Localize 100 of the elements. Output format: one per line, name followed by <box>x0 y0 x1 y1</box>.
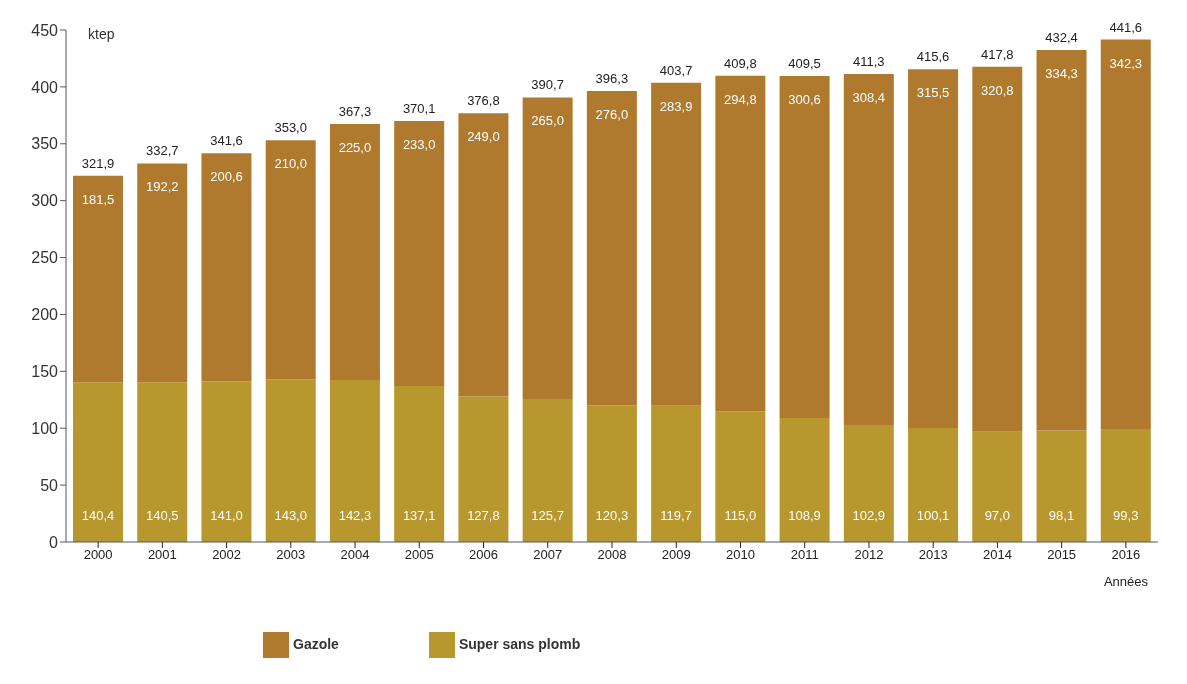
bar <box>908 428 959 542</box>
data-label: 233,0 <box>402 136 436 152</box>
bar <box>586 405 637 542</box>
legend-label: Super sans plomb <box>458 635 581 652</box>
y-axis-title: ktep <box>88 26 115 42</box>
bar <box>394 120 445 387</box>
y-tick-label: 400 <box>31 78 59 96</box>
total-label: 441,6 <box>1109 19 1143 35</box>
data-label: 99,3 <box>1113 508 1139 523</box>
bar <box>522 97 573 399</box>
bar <box>1036 430 1087 542</box>
data-label: 137,1 <box>402 508 436 523</box>
bar <box>715 75 766 412</box>
bar <box>779 76 830 419</box>
x-tick-label: 2010 <box>726 547 755 563</box>
x-tick-label: 2003 <box>276 547 306 563</box>
data-label: 334,3 <box>1045 66 1078 82</box>
data-label: 120,3 <box>595 508 629 523</box>
data-label: 315,5 <box>916 85 950 101</box>
x-tick-label: 2015 <box>1047 547 1077 563</box>
total-label: 332,7 <box>145 143 179 159</box>
bar <box>394 386 445 542</box>
x-tick-label: 2005 <box>404 547 434 563</box>
bar <box>1036 50 1087 431</box>
data-label: 98,1 <box>1048 508 1075 523</box>
bar <box>715 411 766 542</box>
bar <box>522 398 573 542</box>
data-label: 225,0 <box>338 140 372 156</box>
bar <box>137 382 188 542</box>
bar <box>1100 39 1151 430</box>
bar <box>73 175 123 383</box>
x-tick-label: 2004 <box>340 547 370 563</box>
data-label: 119,7 <box>660 508 692 523</box>
y-tick-label: 150 <box>31 363 59 381</box>
bar <box>458 396 509 542</box>
data-label: 181,5 <box>81 191 115 207</box>
data-label: 127,8 <box>467 508 500 523</box>
y-tick-label: 50 <box>40 476 59 494</box>
data-label: 125,7 <box>531 508 564 523</box>
data-label: 115,0 <box>724 508 757 523</box>
x-axis-title: Années <box>1103 574 1148 589</box>
x-tick-label: 2008 <box>597 547 627 563</box>
data-label: 276,0 <box>595 107 629 123</box>
bar <box>458 113 509 397</box>
y-tick-label: 300 <box>31 192 59 210</box>
data-label: 141,0 <box>210 508 243 523</box>
bar <box>586 91 637 406</box>
total-label: 409,5 <box>788 56 821 72</box>
y-tick-label: 100 <box>31 419 59 437</box>
total-label: 432,4 <box>1045 30 1078 46</box>
bar <box>265 140 316 380</box>
x-tick-label: 2001 <box>147 547 177 563</box>
data-label: 308,4 <box>852 90 886 106</box>
data-label: 140,4 <box>81 508 115 523</box>
data-label: 143,0 <box>274 508 307 523</box>
bar <box>651 82 702 406</box>
total-label: 390,7 <box>531 77 564 93</box>
bar <box>972 431 1023 542</box>
total-label: 376,8 <box>467 93 500 109</box>
bar <box>201 153 252 382</box>
total-label: 370,1 <box>402 100 436 116</box>
total-label: 341,6 <box>210 133 243 149</box>
bar <box>843 74 894 425</box>
data-label: 100,1 <box>916 508 950 523</box>
total-label: 367,3 <box>338 104 372 120</box>
x-tick-label: 2009 <box>661 547 691 563</box>
data-label: 283,9 <box>659 98 693 114</box>
bar <box>843 424 894 542</box>
x-tick-label: 2016 <box>1111 547 1141 563</box>
total-label: 321,9 <box>81 155 115 171</box>
total-label: 353,0 <box>274 120 307 136</box>
x-tick-label: 2012 <box>854 547 884 563</box>
data-label: 140,5 <box>145 508 179 523</box>
data-label: 200,6 <box>210 169 243 185</box>
data-label: 142,3 <box>338 508 372 523</box>
bar <box>137 163 188 383</box>
data-label: 249,0 <box>467 129 500 145</box>
data-label: 108,9 <box>788 508 821 523</box>
y-tick-label: 450 <box>31 21 59 39</box>
y-tick-label: 0 <box>49 533 59 551</box>
data-label: 294,8 <box>724 91 757 107</box>
bar <box>201 381 252 542</box>
bar <box>651 405 702 542</box>
legend-label: Gazole <box>293 635 339 652</box>
bar <box>329 380 380 542</box>
x-tick-label: 2007 <box>533 547 563 563</box>
bar <box>329 124 380 381</box>
data-label: 97,0 <box>984 508 1010 523</box>
x-tick-label: 2002 <box>212 547 242 563</box>
bar <box>908 69 959 429</box>
bar <box>972 66 1023 432</box>
data-label: 320,8 <box>981 82 1014 98</box>
x-tick-label: 2014 <box>982 547 1012 563</box>
x-tick-label: 2000 <box>83 547 113 563</box>
y-tick-label: 350 <box>31 135 59 153</box>
total-label: 417,8 <box>981 46 1014 62</box>
x-tick-label: 2011 <box>790 547 819 563</box>
x-tick-label: 2013 <box>918 547 948 563</box>
bar <box>779 418 830 542</box>
total-label: 396,3 <box>595 71 629 87</box>
